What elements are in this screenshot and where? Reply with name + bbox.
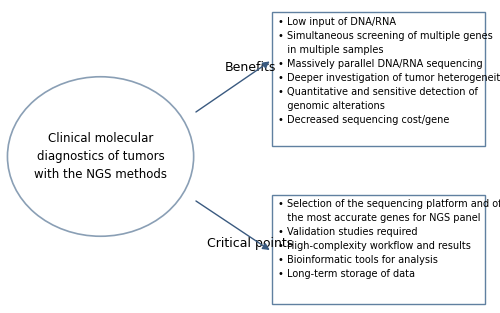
Text: • Selection of the sequencing platform and of
   the most accurate genes for NGS: • Selection of the sequencing platform a… bbox=[278, 199, 500, 279]
FancyBboxPatch shape bbox=[272, 12, 485, 146]
Text: Critical points: Critical points bbox=[207, 238, 293, 250]
Text: • Low input of DNA/RNA
• Simultaneous screening of multiple genes
   in multiple: • Low input of DNA/RNA • Simultaneous sc… bbox=[278, 17, 500, 125]
Text: Benefits: Benefits bbox=[224, 61, 276, 74]
FancyBboxPatch shape bbox=[272, 195, 485, 304]
Text: Clinical molecular
diagnostics of tumors
with the NGS methods: Clinical molecular diagnostics of tumors… bbox=[34, 132, 167, 181]
